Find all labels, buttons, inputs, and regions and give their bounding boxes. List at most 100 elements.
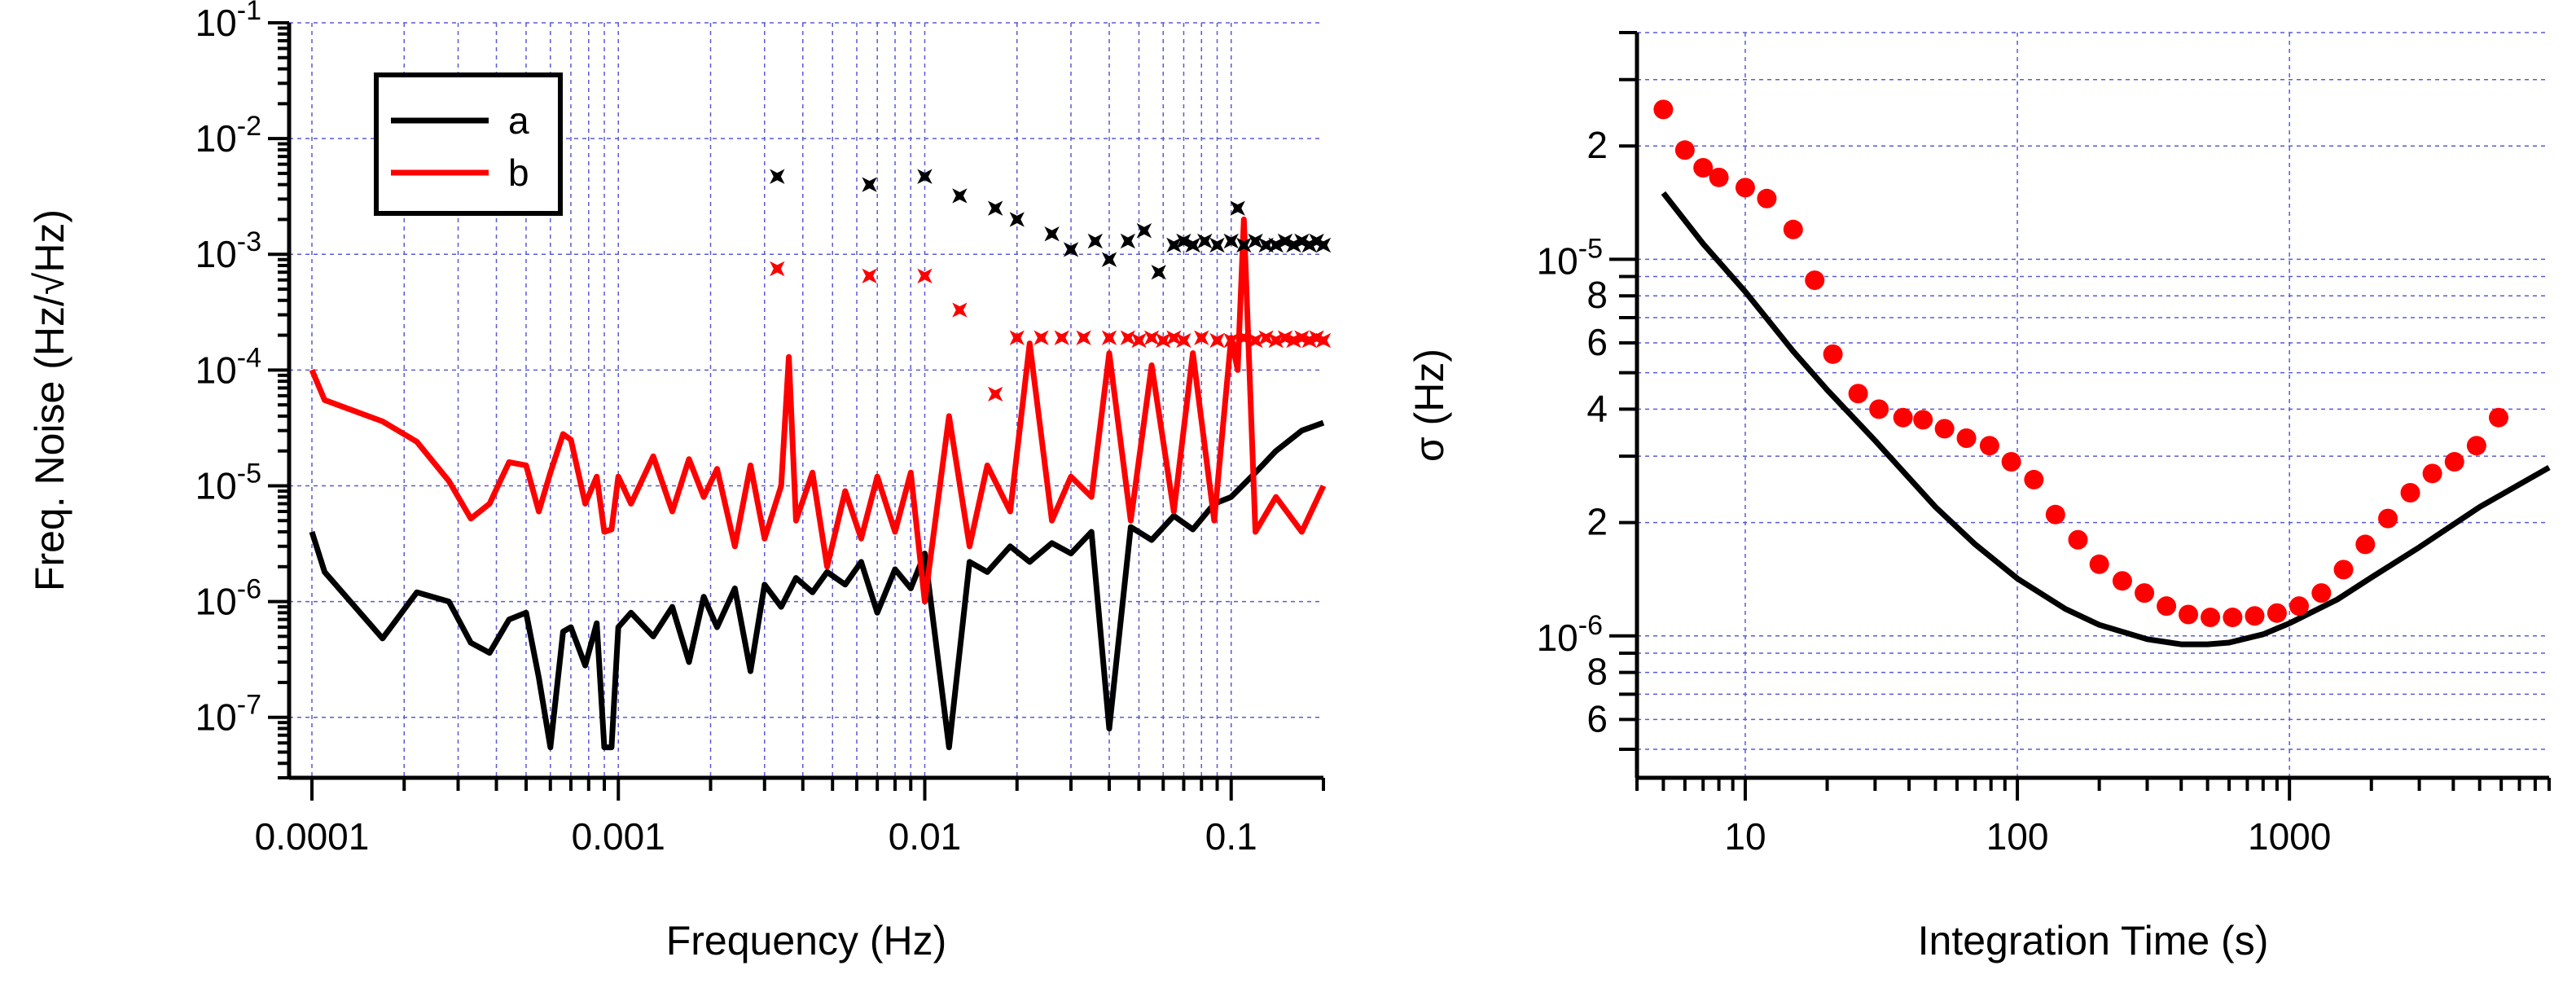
marker-point — [1230, 200, 1245, 216]
data-point — [2089, 554, 2109, 574]
marker-point — [1176, 332, 1191, 349]
data-point — [1913, 410, 1933, 430]
marker-point — [1120, 330, 1135, 345]
data-point — [2245, 606, 2265, 626]
y-axis-title: σ (Hz) — [1406, 349, 1452, 462]
chart-frequency-noise: 10-7 10-6 10-5 10-4 10-3 10-2 10-1 0.0001 0.001 0… — [27, 0, 1332, 963]
y-tick-label: 10-2 — [195, 111, 261, 160]
data-point — [2068, 529, 2088, 550]
marker-point — [1131, 332, 1147, 349]
x-tick-label: 0.1 — [1205, 815, 1257, 858]
data-point — [2045, 504, 2065, 525]
marker-point — [917, 169, 933, 184]
series-points-data — [1653, 99, 2508, 628]
marker-point — [1151, 265, 1166, 280]
data-point — [1979, 436, 1999, 456]
y-tick-label: 8 — [1586, 274, 1608, 316]
marker-point — [1248, 233, 1263, 249]
x-tick-label: 0.001 — [572, 815, 665, 858]
legend-box — [374, 72, 563, 216]
data-point — [1709, 167, 1729, 187]
marker-point — [1101, 330, 1117, 345]
data-point — [2267, 603, 2287, 623]
marker-point — [1009, 212, 1025, 227]
marker-point — [1315, 332, 1332, 349]
marker-point — [1009, 330, 1025, 345]
data-point — [2466, 436, 2486, 456]
data-point — [1757, 188, 1777, 208]
data-point — [2378, 508, 2398, 529]
marker-point — [1258, 237, 1274, 253]
y-tick-label: 10-7 — [195, 690, 261, 739]
marker-point — [1120, 233, 1135, 249]
marker-point — [1136, 223, 1152, 239]
marker-point — [1054, 330, 1069, 345]
data-point — [1848, 384, 1868, 404]
data-point — [2179, 604, 2199, 625]
marker-point — [1268, 332, 1284, 349]
series-line-fit — [1661, 191, 2551, 647]
y-tick-label: 2 — [1586, 124, 1608, 166]
legend: ab — [374, 72, 563, 216]
marker-point — [1044, 226, 1060, 242]
marker-point — [770, 261, 785, 277]
marker-point — [862, 177, 877, 192]
data-point — [1805, 270, 1825, 291]
x-tick-label: 0.01 — [889, 815, 962, 858]
x-tick-label: 0.0001 — [255, 815, 370, 858]
data-point — [2001, 451, 2021, 472]
y-tick-label: 10-5 — [195, 458, 261, 507]
marker-point — [1286, 332, 1301, 349]
marker-point — [917, 268, 933, 283]
marker-point — [1166, 237, 1182, 253]
data-point — [1893, 407, 1913, 428]
marker-point — [1063, 242, 1079, 257]
series-markers-a-markers — [770, 169, 1332, 280]
data-point — [2201, 608, 2221, 628]
y-tick-label: 8 — [1586, 651, 1608, 693]
marker-point — [1268, 237, 1284, 253]
data-point — [2400, 482, 2420, 503]
marker-point — [1286, 237, 1301, 253]
x-axis-title: Frequency (Hz) — [666, 918, 947, 963]
marker-point — [1087, 233, 1103, 249]
data-point — [2311, 583, 2332, 604]
marker-point — [1101, 252, 1117, 267]
data-point — [2333, 560, 2354, 580]
y-tick-label: 10-5 — [1537, 233, 1603, 282]
data-point — [1934, 419, 1955, 439]
y-tick-label: 2 — [1586, 501, 1608, 543]
grid — [1637, 32, 2549, 778]
marker-point — [1277, 330, 1293, 345]
marker-point — [1076, 330, 1091, 345]
marker-point — [1194, 330, 1209, 345]
x-tick-label: 100 — [1986, 815, 2049, 858]
y-tick-label: 6 — [1586, 321, 1608, 363]
marker-point — [770, 169, 785, 184]
y-tick-label: 10-6 — [195, 574, 261, 623]
data-point — [1783, 219, 1803, 239]
series-markers-b-markers — [770, 261, 1332, 402]
data-point — [1693, 158, 1714, 178]
marker-point — [1223, 332, 1239, 349]
data-point — [1674, 140, 1695, 160]
marker-point — [1209, 237, 1225, 253]
y-tick-label: 6 — [1586, 697, 1608, 740]
x-axis-title: Integration Time (s) — [1918, 918, 2269, 963]
marker-point — [1277, 233, 1293, 249]
x-tick-label: 10 — [1724, 815, 1766, 858]
y-tick-label: 4 — [1586, 387, 1608, 429]
data-point — [1869, 399, 1889, 419]
y-tick-label: 10-3 — [195, 226, 261, 275]
data-point — [2135, 583, 2155, 604]
data-point — [1956, 428, 1977, 449]
marker-point — [1236, 237, 1252, 253]
data-point — [2112, 571, 2132, 591]
x-tick-label: 1000 — [2248, 815, 2331, 858]
data-point — [1653, 99, 1674, 120]
y-tick-label: 10-1 — [195, 0, 261, 44]
marker-point — [1223, 233, 1239, 249]
y-tick-label: 10-4 — [195, 342, 261, 391]
